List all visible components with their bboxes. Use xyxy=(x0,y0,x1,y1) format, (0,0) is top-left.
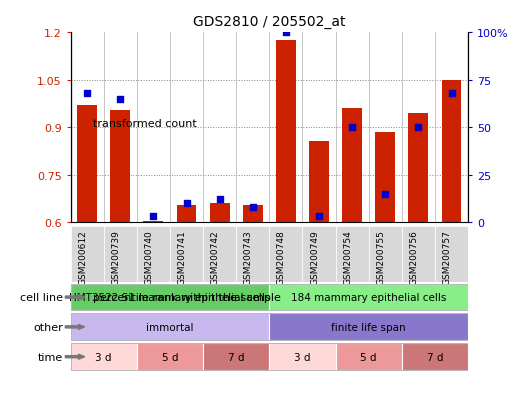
Text: GSM200748: GSM200748 xyxy=(277,230,286,284)
Bar xyxy=(71,284,269,311)
Point xyxy=(381,191,390,197)
Text: 7 d: 7 d xyxy=(427,352,443,362)
Bar xyxy=(435,227,468,282)
Point xyxy=(348,125,356,131)
Point xyxy=(282,30,290,36)
Bar xyxy=(302,227,336,282)
Point xyxy=(149,214,157,220)
Text: GSM200742: GSM200742 xyxy=(211,230,220,284)
Text: GSM200749: GSM200749 xyxy=(310,230,319,284)
Point xyxy=(183,200,191,207)
Bar xyxy=(177,205,197,223)
Text: 3 d: 3 d xyxy=(294,352,311,362)
Title: GDS2810 / 205502_at: GDS2810 / 205502_at xyxy=(193,15,346,29)
Text: 5 d: 5 d xyxy=(360,352,377,362)
Bar xyxy=(336,344,402,370)
Text: GSM200754: GSM200754 xyxy=(343,230,352,284)
Text: GSM200755: GSM200755 xyxy=(376,230,385,284)
Bar xyxy=(143,221,163,223)
Text: 5 d: 5 d xyxy=(162,352,178,362)
Bar xyxy=(269,344,336,370)
Point xyxy=(215,197,224,203)
Bar xyxy=(402,227,435,282)
Point xyxy=(315,214,323,220)
Text: GSM200739: GSM200739 xyxy=(111,230,120,284)
Bar xyxy=(203,344,269,370)
Text: cell line: cell line xyxy=(20,292,63,302)
Text: GSM200757: GSM200757 xyxy=(442,230,451,284)
Text: GSM200756: GSM200756 xyxy=(410,230,418,284)
Text: 184 mammary epithelial cells: 184 mammary epithelial cells xyxy=(291,292,447,302)
Bar xyxy=(402,344,468,370)
Bar xyxy=(269,227,302,282)
Text: GSM200740: GSM200740 xyxy=(144,230,153,284)
Bar xyxy=(309,142,329,223)
Point xyxy=(447,90,456,97)
Bar xyxy=(81,120,88,128)
Bar xyxy=(71,314,269,340)
Bar xyxy=(276,41,296,223)
Bar xyxy=(137,344,203,370)
Text: GSM200741: GSM200741 xyxy=(177,230,187,284)
Bar xyxy=(269,314,468,340)
Bar xyxy=(376,133,395,223)
Bar xyxy=(236,227,269,282)
Bar xyxy=(110,110,130,223)
Bar xyxy=(71,344,137,370)
Bar xyxy=(441,81,461,223)
Text: 7 d: 7 d xyxy=(228,352,244,362)
Point xyxy=(116,96,124,103)
Text: finite life span: finite life span xyxy=(332,322,406,332)
Bar xyxy=(210,204,230,223)
Text: other: other xyxy=(33,322,63,332)
Bar xyxy=(81,294,88,301)
Text: time: time xyxy=(38,352,63,362)
Bar xyxy=(408,114,428,223)
Text: 3 d: 3 d xyxy=(96,352,112,362)
Bar xyxy=(269,284,468,311)
Bar xyxy=(77,106,97,223)
Text: immortal: immortal xyxy=(146,322,194,332)
Text: GSM200743: GSM200743 xyxy=(244,230,253,284)
Bar xyxy=(369,227,402,282)
Text: GSM200612: GSM200612 xyxy=(78,230,87,284)
Text: HMT3522 S1 mammary epithelial cells: HMT3522 S1 mammary epithelial cells xyxy=(69,292,271,302)
Bar xyxy=(170,227,203,282)
Point xyxy=(83,90,92,97)
Point xyxy=(414,125,423,131)
Text: transformed count: transformed count xyxy=(93,119,197,129)
Bar xyxy=(243,205,263,223)
Bar xyxy=(137,227,170,282)
Bar xyxy=(104,227,137,282)
Point xyxy=(248,204,257,211)
Bar xyxy=(342,109,362,223)
Bar xyxy=(71,227,104,282)
Bar xyxy=(336,227,369,282)
Text: percentile rank within the sample: percentile rank within the sample xyxy=(93,292,281,302)
Bar xyxy=(203,227,236,282)
